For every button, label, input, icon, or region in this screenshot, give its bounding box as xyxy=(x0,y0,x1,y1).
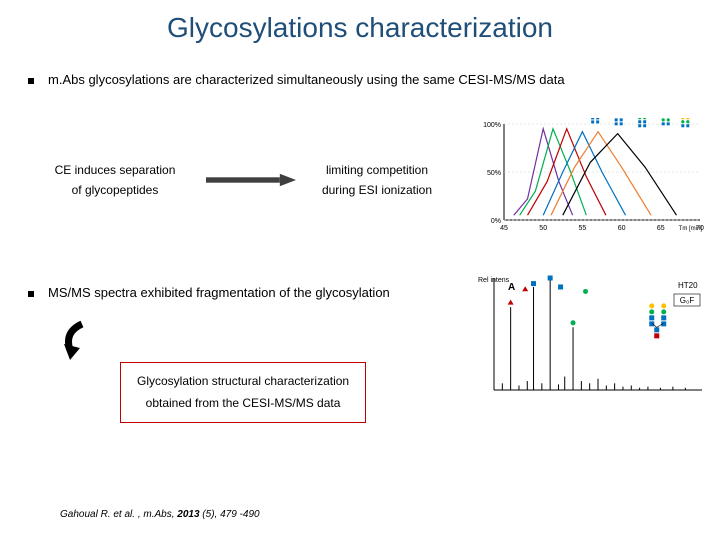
ce-right-line1: limiting competition xyxy=(302,160,452,180)
slide-title: Glycosylations characterization xyxy=(0,0,720,44)
redbox-line2: obtained from the CESI-MS/MS data xyxy=(137,393,349,415)
svg-text:65: 65 xyxy=(657,225,665,232)
bullet-1: m.Abs glycosylations are characterized s… xyxy=(0,72,720,87)
citation-prefix: Gahoual R. et al. , m.Abs, xyxy=(60,509,177,520)
svg-text:50: 50 xyxy=(539,225,547,232)
electropherogram-chart: 100%50%0%455055606570Tm [min] xyxy=(476,118,706,238)
ce-left-line1: CE induces separation xyxy=(30,160,200,180)
curved-arrow-icon xyxy=(60,320,100,360)
redbox-line1: Glycosylation structural characterizatio… xyxy=(137,371,349,393)
bullet-2-text: MS/MS spectra exhibited fragmentation of… xyxy=(48,285,390,300)
svg-text:60: 60 xyxy=(618,225,626,232)
bullet-2: MS/MS spectra exhibited fragmentation of… xyxy=(0,285,390,300)
svg-text:A: A xyxy=(508,282,515,293)
conclusion-box: Glycosylation structural characterizatio… xyxy=(120,362,366,423)
ce-flow: CE induces separation of glycopeptides l… xyxy=(30,160,460,201)
bullet-1-text: m.Abs glycosylations are characterized s… xyxy=(48,72,565,87)
citation: Gahoual R. et al. , m.Abs, 2013 (5), 479… xyxy=(60,509,260,520)
arrow-right-icon xyxy=(206,173,296,187)
citation-year: 2013 xyxy=(177,509,199,520)
svg-text:Tm [min]: Tm [min] xyxy=(679,226,703,232)
ce-right-line2: during ESI ionization xyxy=(302,180,452,200)
ce-left: CE induces separation of glycopeptides xyxy=(30,160,200,201)
svg-text:Rel intens: Rel intens xyxy=(478,277,510,284)
svg-text:55: 55 xyxy=(579,225,587,232)
svg-text:50%: 50% xyxy=(487,170,501,177)
svg-text:100%: 100% xyxy=(483,122,501,129)
ce-right: limiting competition during ESI ionizati… xyxy=(302,160,452,201)
bullet-dot-icon xyxy=(28,291,34,297)
bullet-dot-icon xyxy=(28,78,34,84)
svg-text:45: 45 xyxy=(500,225,508,232)
msms-spectrum-chart: Rel intensA HT20 G₀F xyxy=(476,270,706,400)
svg-text:HT20: HT20 xyxy=(678,281,698,290)
svg-text:0%: 0% xyxy=(491,218,501,225)
citation-suffix: (5), 479 -490 xyxy=(200,509,260,520)
ce-left-line2: of glycopeptides xyxy=(30,180,200,200)
svg-text:G₀F: G₀F xyxy=(680,296,695,305)
